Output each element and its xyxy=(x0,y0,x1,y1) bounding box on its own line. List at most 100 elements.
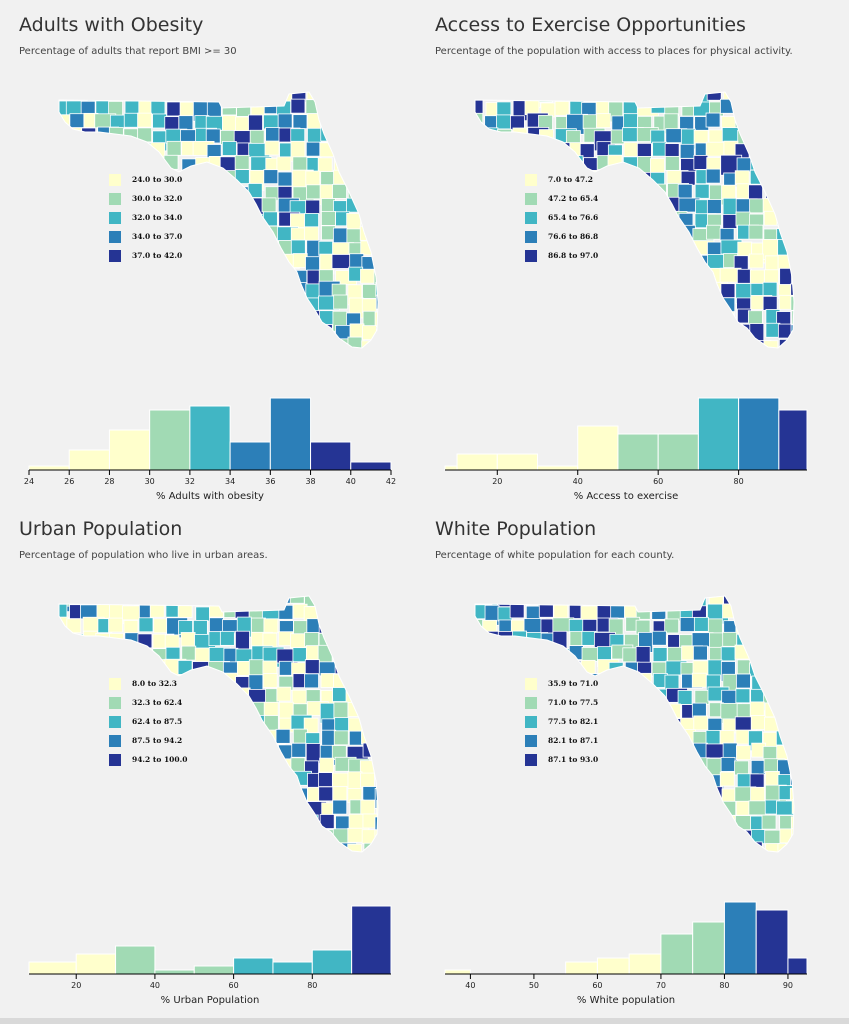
county-region[interactable] xyxy=(608,661,624,683)
county-region[interactable] xyxy=(319,814,335,829)
county-region[interactable] xyxy=(511,589,527,604)
county-region[interactable] xyxy=(525,605,541,621)
county-region[interactable] xyxy=(276,686,292,702)
county-region[interactable] xyxy=(292,253,308,268)
county-region[interactable] xyxy=(722,603,737,619)
county-region[interactable] xyxy=(539,129,554,144)
county-region[interactable] xyxy=(747,841,763,856)
histogram-bar[interactable] xyxy=(444,969,471,975)
county-region[interactable] xyxy=(722,631,738,647)
county-region[interactable] xyxy=(195,606,211,622)
histogram-bar[interactable] xyxy=(657,433,699,471)
histogram-bar[interactable] xyxy=(229,441,271,471)
county-region[interactable] xyxy=(265,127,281,142)
county-region[interactable] xyxy=(362,325,377,341)
county-region[interactable] xyxy=(135,592,151,607)
histogram-bar[interactable] xyxy=(660,933,694,975)
county-region[interactable] xyxy=(750,688,773,704)
county-region[interactable] xyxy=(304,673,319,689)
county-region[interactable] xyxy=(678,241,694,257)
county-region[interactable] xyxy=(180,170,203,186)
county-region[interactable] xyxy=(292,114,308,130)
county-region[interactable] xyxy=(694,689,710,705)
county-region[interactable] xyxy=(335,815,350,831)
county-region[interactable] xyxy=(304,659,320,675)
county-region[interactable] xyxy=(347,336,363,351)
county-region[interactable] xyxy=(750,760,766,775)
county-region[interactable] xyxy=(137,112,152,128)
county-region[interactable] xyxy=(512,630,527,646)
histogram-bar[interactable] xyxy=(628,953,662,975)
county-region[interactable] xyxy=(736,703,752,719)
county-region[interactable] xyxy=(470,86,485,101)
county-region[interactable] xyxy=(720,297,736,319)
county-region[interactable] xyxy=(652,647,668,662)
county-region[interactable] xyxy=(736,157,759,173)
county-region[interactable] xyxy=(262,242,278,257)
county-region[interactable] xyxy=(375,326,390,348)
county-region[interactable] xyxy=(552,591,568,606)
county-region[interactable] xyxy=(109,633,124,654)
county-region[interactable] xyxy=(705,168,721,184)
county-region[interactable] xyxy=(791,310,806,326)
county-region[interactable] xyxy=(292,728,308,744)
county-region[interactable] xyxy=(749,701,765,717)
county-region[interactable] xyxy=(736,268,752,284)
county-region[interactable] xyxy=(276,156,292,172)
county-region[interactable] xyxy=(303,814,319,830)
county-region[interactable] xyxy=(360,268,375,284)
county-region[interactable] xyxy=(664,155,680,171)
county-region[interactable] xyxy=(762,197,778,213)
county-region[interactable] xyxy=(320,113,335,129)
histogram-bar[interactable] xyxy=(617,433,659,471)
county-region[interactable] xyxy=(332,183,347,199)
county-region[interactable] xyxy=(790,283,812,299)
histogram-bar[interactable] xyxy=(108,429,151,471)
county-region[interactable] xyxy=(96,603,112,619)
county-region[interactable] xyxy=(778,339,794,353)
county-region[interactable] xyxy=(362,716,378,732)
county-region[interactable] xyxy=(736,673,751,689)
county-region[interactable] xyxy=(677,183,693,199)
county-region[interactable] xyxy=(319,310,334,326)
county-region[interactable] xyxy=(166,101,182,117)
county-region[interactable] xyxy=(135,647,151,669)
county-region[interactable] xyxy=(290,213,305,229)
county-region[interactable] xyxy=(305,199,321,215)
county-region[interactable] xyxy=(707,618,723,634)
county-region[interactable] xyxy=(734,170,750,186)
county-region[interactable] xyxy=(107,87,123,102)
county-region[interactable] xyxy=(251,714,267,736)
county-region[interactable] xyxy=(733,255,749,271)
histogram-bar[interactable] xyxy=(154,969,195,975)
county-region[interactable] xyxy=(181,158,197,174)
county-region[interactable] xyxy=(597,676,620,691)
county-region[interactable] xyxy=(153,618,169,634)
histogram-bar[interactable] xyxy=(496,453,539,471)
county-region[interactable] xyxy=(706,224,721,240)
histogram-bar[interactable] xyxy=(723,901,757,975)
county-region[interactable] xyxy=(334,717,350,732)
county-region[interactable] xyxy=(361,829,377,845)
county-region[interactable] xyxy=(236,102,251,117)
county-region[interactable] xyxy=(722,214,738,229)
county-region[interactable] xyxy=(263,745,279,760)
county-region[interactable] xyxy=(736,323,752,345)
county-region[interactable] xyxy=(705,729,721,745)
histogram-bar[interactable] xyxy=(577,425,619,471)
county-region[interactable] xyxy=(209,617,224,633)
histogram-bar[interactable] xyxy=(68,449,110,471)
county-region[interactable] xyxy=(524,100,540,116)
county-region[interactable] xyxy=(719,771,735,787)
county-region[interactable] xyxy=(748,253,764,269)
county-region[interactable] xyxy=(180,632,196,647)
county-region[interactable] xyxy=(318,786,334,802)
county-region[interactable] xyxy=(735,619,758,635)
county-region[interactable] xyxy=(705,112,721,128)
county-region[interactable] xyxy=(81,589,96,604)
county-region[interactable] xyxy=(111,590,127,605)
county-region[interactable] xyxy=(374,788,389,809)
county-region[interactable] xyxy=(293,787,308,803)
county-region[interactable] xyxy=(765,322,781,338)
county-region[interactable] xyxy=(790,295,805,311)
